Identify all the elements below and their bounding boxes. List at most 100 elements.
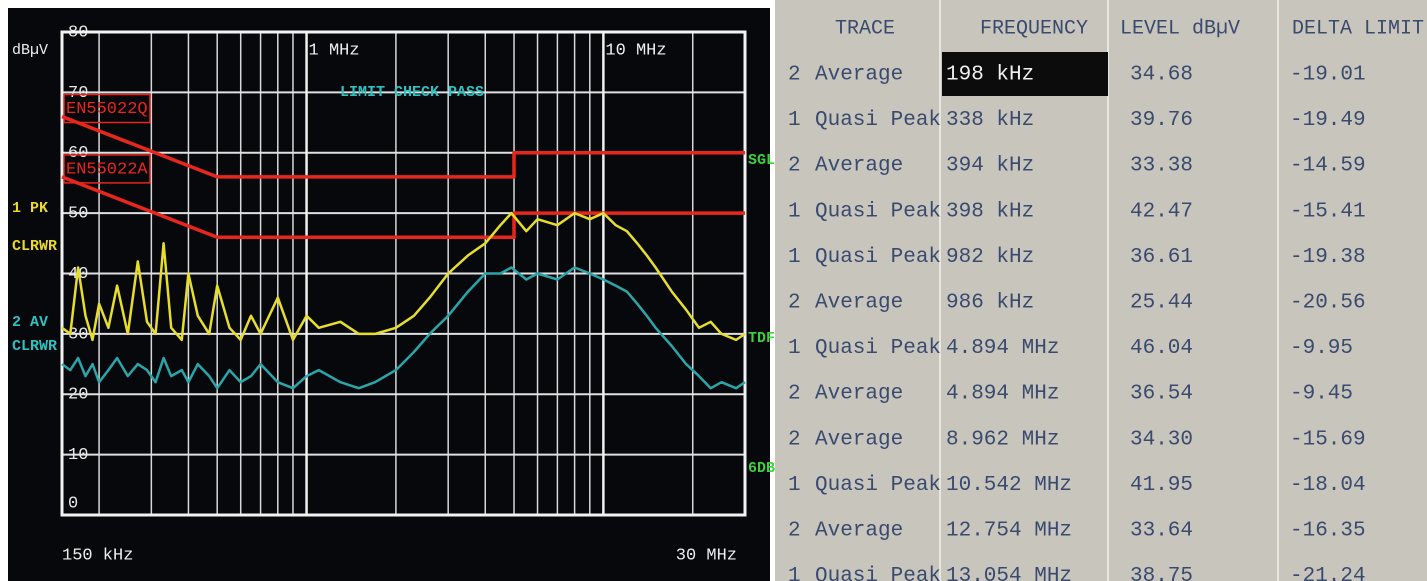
- table-cell: 4.894 MHz: [946, 337, 1059, 360]
- table-cell: Average: [815, 428, 903, 451]
- table-cell: -18.04: [1290, 474, 1366, 497]
- table-cell: Quasi Peak: [815, 337, 941, 360]
- table-cell: 13.054 MHz: [946, 565, 1072, 581]
- table-cell: 34.68: [1130, 64, 1193, 87]
- table-cell: 2: [788, 64, 801, 87]
- table-cell: 10.542 MHz: [946, 474, 1072, 497]
- table-cell: 1: [788, 565, 801, 581]
- table-cell: -21.24: [1290, 565, 1366, 581]
- table-cell: 398 kHz: [946, 200, 1034, 223]
- annotation: CLRWR: [12, 338, 57, 355]
- annotation: 2 AV: [12, 314, 48, 331]
- table-header: FREQUENCY: [980, 17, 1088, 40]
- annotation: TDF: [748, 330, 775, 347]
- y-tick-label: 20: [68, 386, 88, 405]
- table-cell: 2: [788, 155, 801, 178]
- table-cell: 1: [788, 109, 801, 132]
- table-cell: 198 kHz: [946, 64, 1034, 87]
- table-cell: 2: [788, 520, 801, 543]
- x-tick-label: 1 MHz: [309, 41, 360, 60]
- table-cell: 1: [788, 474, 801, 497]
- annotation: SGL: [748, 152, 775, 169]
- table-cell: 46.04: [1130, 337, 1193, 360]
- annotation: LIMIT CHECK: [340, 84, 439, 101]
- table-cell: 42.47: [1130, 200, 1193, 223]
- trace-line: [61, 114, 745, 179]
- table-cell: 1: [788, 337, 801, 360]
- y-tick-label: 50: [68, 205, 88, 224]
- table-cell: 1: [788, 200, 801, 223]
- table-cell: 1: [788, 246, 801, 269]
- annotation: 1 PK: [12, 200, 48, 217]
- table-header: DELTA LIMIT dB: [1292, 17, 1427, 40]
- scope-background: [8, 8, 770, 581]
- y-axis-label: dBµV: [12, 42, 48, 59]
- table-cell: -14.59: [1290, 155, 1366, 178]
- table-cell: Quasi Peak: [815, 246, 941, 269]
- table-cell: Quasi Peak: [815, 474, 941, 497]
- table-cell: Quasi Peak: [815, 565, 941, 581]
- table-cell: Quasi Peak: [815, 109, 941, 132]
- table-cell: -20.56: [1290, 292, 1366, 315]
- x-tick-label: 150 kHz: [62, 546, 133, 565]
- table-cell: -19.01: [1290, 64, 1366, 87]
- table-cell: 2: [788, 292, 801, 315]
- trace-line: [61, 211, 746, 342]
- table-cell: Average: [815, 383, 903, 406]
- legend-box: [63, 93, 151, 124]
- legend-box: [63, 154, 151, 184]
- table-cell: Average: [815, 64, 903, 87]
- table-cell: 394 kHz: [946, 155, 1034, 178]
- y-tick-label: 10: [68, 446, 88, 465]
- x-tick-label: 30 MHz: [676, 546, 737, 565]
- table-cell: -19.49: [1290, 109, 1366, 132]
- legend-label: EN55022Q: [66, 100, 148, 119]
- table-cell: 986 kHz: [946, 292, 1034, 315]
- table-cell: Average: [815, 520, 903, 543]
- y-tick-label: 70: [68, 84, 88, 103]
- table-cell: -15.69: [1290, 428, 1366, 451]
- table-cell: -19.38: [1290, 246, 1366, 269]
- table-cell: 41.95: [1130, 474, 1193, 497]
- plot-frame: [60, 30, 747, 517]
- table-background: [775, 0, 1427, 581]
- table-cell: Average: [815, 155, 903, 178]
- table-cell: 338 kHz: [946, 109, 1034, 132]
- annotation: PASS: [448, 84, 484, 101]
- table-cell: 982 kHz: [946, 246, 1034, 269]
- x-tick-label: 10 MHz: [605, 41, 666, 60]
- table-cell: 25.44: [1130, 292, 1193, 315]
- table-header: LEVEL dBµV: [1120, 17, 1240, 40]
- table-cell: 38.75: [1130, 565, 1193, 581]
- table-cell: -9.45: [1290, 383, 1353, 406]
- table-cell: Average: [815, 292, 903, 315]
- table-cell: 33.64: [1130, 520, 1193, 543]
- trace-line: [61, 175, 745, 240]
- annotation: 6DB: [748, 460, 775, 477]
- table-cell: 33.38: [1130, 155, 1193, 178]
- table-header: TRACE: [835, 17, 895, 40]
- selected-cell: [942, 52, 1108, 96]
- table-cell: -9.95: [1290, 337, 1353, 360]
- table-cell: -15.41: [1290, 200, 1366, 223]
- table-cell: Quasi Peak: [815, 200, 941, 223]
- table-cell: 4.894 MHz: [946, 383, 1059, 406]
- table-cell: 12.754 MHz: [946, 520, 1072, 543]
- y-tick-label: 0: [68, 494, 78, 513]
- table-cell: 36.54: [1130, 383, 1193, 406]
- annotation: CLRWR: [12, 238, 57, 255]
- y-tick-label: 30: [68, 325, 88, 344]
- table-cell: 36.61: [1130, 246, 1193, 269]
- table-cell: 34.30: [1130, 428, 1193, 451]
- trace-line: [61, 266, 746, 390]
- legend-label: EN55022A: [66, 160, 148, 179]
- y-tick-label: 60: [68, 144, 88, 163]
- table-cell: 8.962 MHz: [946, 428, 1059, 451]
- table-cell: -16.35: [1290, 520, 1366, 543]
- table-cell: 2: [788, 383, 801, 406]
- table-cell: 39.76: [1130, 109, 1193, 132]
